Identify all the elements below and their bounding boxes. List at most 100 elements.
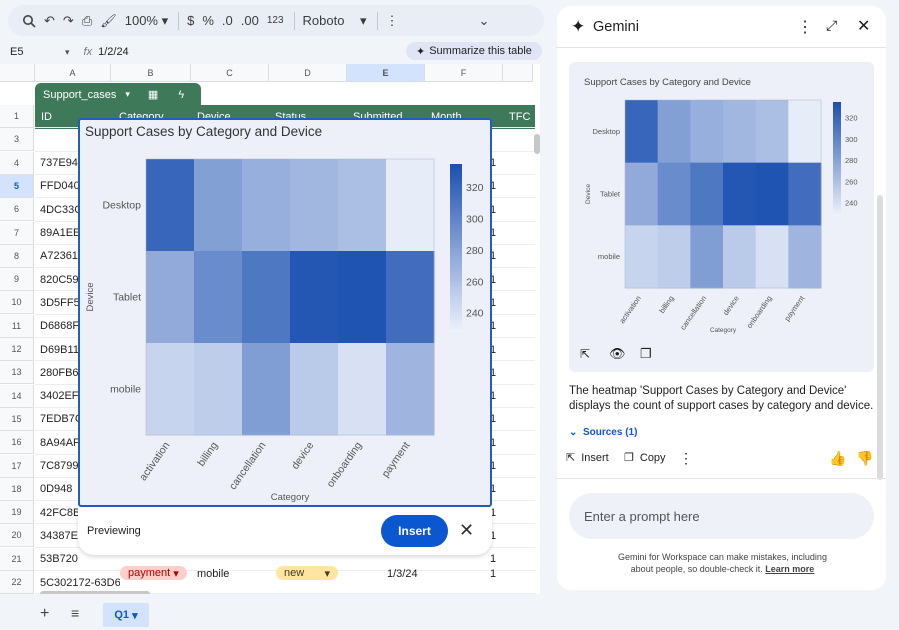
- id-cell[interactable]: 34387E: [40, 529, 78, 542]
- tfc-cell[interactable]: 1: [490, 436, 497, 449]
- id-cell[interactable]: 3402EF2: [40, 390, 80, 403]
- id-cell[interactable]: 280FB6: [40, 366, 79, 379]
- tfc-cell[interactable]: 1: [490, 529, 497, 542]
- tfc-cell[interactable]: 1: [490, 413, 497, 426]
- id-cell[interactable]: 4DC33C: [40, 203, 80, 216]
- panel-scrollbar[interactable]: [877, 195, 883, 480]
- id-cell[interactable]: D6868F: [40, 320, 80, 333]
- row-header[interactable]: 10: [0, 291, 34, 315]
- id-cell[interactable]: 8A94AF: [40, 436, 80, 449]
- tfc-cell[interactable]: 1: [490, 343, 497, 356]
- table-name-tab[interactable]: Support_cases ▾ ▦ ϟ: [35, 83, 201, 106]
- row-header[interactable]: 13: [0, 361, 34, 385]
- close-panel-icon[interactable]: ✕: [857, 18, 871, 35]
- device-cell[interactable]: mobile: [197, 567, 230, 580]
- print-icon[interactable]: ⎙: [81, 12, 93, 28]
- column-header-g[interactable]: [503, 64, 533, 82]
- id-cell[interactable]: 7C8799: [40, 460, 79, 472]
- column-header-b[interactable]: B: [111, 64, 191, 82]
- tfc-cell[interactable]: 1: [490, 460, 497, 472]
- expand-icon[interactable]: ⤢: [826, 17, 838, 33]
- search-icon[interactable]: [22, 9, 36, 33]
- column-header-d[interactable]: D: [269, 64, 347, 82]
- row-header[interactable]: 12: [0, 338, 34, 361]
- category-chip-cell[interactable]: payment ▾: [120, 563, 187, 581]
- header-id[interactable]: ID: [41, 111, 52, 123]
- row-header[interactable]: 6: [0, 198, 34, 222]
- row-header[interactable]: 19: [0, 501, 34, 525]
- chevron-down-icon[interactable]: ▾: [125, 89, 130, 99]
- id-cell[interactable]: D69B11: [40, 343, 79, 356]
- id-cell[interactable]: FFD040: [40, 180, 80, 193]
- summarize-table-button[interactable]: ✦ Summarize this table: [406, 42, 542, 60]
- insert-action[interactable]: ⇱ Insert: [566, 451, 609, 465]
- percent-button[interactable]: %: [202, 13, 214, 28]
- all-sheets-icon[interactable]: ≡: [71, 605, 80, 621]
- tfc-cell[interactable]: 1: [490, 390, 497, 403]
- column-header-c[interactable]: C: [191, 64, 269, 82]
- redo-icon[interactable]: ↷: [62, 12, 74, 28]
- status-chip[interactable]: new ▾: [276, 566, 338, 580]
- currency-button[interactable]: $: [187, 13, 195, 28]
- id-cell[interactable]: 53B720: [40, 553, 78, 566]
- tfc-cell[interactable]: 1: [490, 320, 497, 333]
- close-icon[interactable]: ✕: [459, 520, 475, 540]
- insert-chart-button[interactable]: Insert: [381, 515, 448, 547]
- number-format-button[interactable]: 123: [266, 15, 284, 26]
- row-header[interactable]: 3: [0, 128, 34, 152]
- tfc-cell[interactable]: 1: [490, 157, 497, 170]
- tfc-cell[interactable]: 1: [490, 553, 497, 566]
- row-header[interactable]: 4: [0, 151, 34, 175]
- prompt-input[interactable]: Enter a prompt here: [569, 493, 874, 539]
- row-header[interactable]: 22: [0, 571, 34, 594]
- copy-chart-icon[interactable]: ❐: [640, 346, 652, 361]
- column-header-f[interactable]: F: [425, 64, 503, 82]
- id-cell[interactable]: 737E948: [40, 157, 80, 170]
- thumbs-up-icon[interactable]: 👍: [829, 450, 847, 466]
- id-cell[interactable]: 0D948: [40, 483, 73, 496]
- decrease-decimal-button[interactable]: .0: [221, 13, 233, 28]
- chevron-down-icon[interactable]: ⌄: [478, 12, 490, 28]
- status-chip-cell[interactable]: new ▾: [276, 563, 338, 581]
- id-cell[interactable]: 89A1EE: [40, 227, 80, 239]
- open-chart-icon[interactable]: ⇱: [580, 347, 591, 361]
- increase-decimal-button[interactable]: .00: [240, 13, 259, 28]
- id-cell[interactable]: 7EDB7C: [40, 413, 80, 426]
- submitted-cell[interactable]: 1/3/24: [387, 567, 418, 580]
- tfc-cell[interactable]: 1: [490, 203, 497, 216]
- cell-reference[interactable]: E5: [10, 46, 24, 58]
- row-header[interactable]: 8: [0, 244, 34, 268]
- tfc-cell[interactable]: 1: [490, 227, 497, 239]
- column-header-a[interactable]: A: [35, 64, 111, 82]
- more-icon[interactable]: ⋮: [679, 450, 693, 466]
- row-header[interactable]: 21: [0, 547, 34, 571]
- row-header[interactable]: 1: [0, 105, 34, 128]
- sources-toggle[interactable]: ⌄ Sources (1): [569, 427, 637, 438]
- more-icon[interactable]: ⋮: [385, 12, 399, 28]
- row-header[interactable]: 14: [0, 384, 34, 408]
- id-cell[interactable]: 820C59: [40, 273, 79, 286]
- preview-eye-icon[interactable]: 👁: [609, 346, 626, 361]
- id-cell[interactable]: A723612: [40, 250, 80, 263]
- tfc-cell[interactable]: 1: [490, 506, 497, 519]
- formula-input[interactable]: 1/2/24: [98, 46, 129, 58]
- tfc-cell[interactable]: 1: [490, 366, 497, 379]
- lightning-icon[interactable]: ϟ: [178, 88, 185, 101]
- tfc-cell[interactable]: 1: [490, 483, 497, 496]
- chevron-down-icon[interactable]: ▾: [65, 46, 70, 57]
- header-tfc[interactable]: TFC: [509, 111, 531, 123]
- copy-action[interactable]: ❐ Copy: [624, 451, 666, 465]
- id-cell[interactable]: 42FC8B: [40, 506, 80, 519]
- zoom-select[interactable]: 100% ▾: [124, 12, 169, 29]
- category-chip[interactable]: payment ▾: [120, 566, 187, 580]
- tfc-cell[interactable]: 1: [490, 273, 497, 286]
- thumbs-down-icon[interactable]: 👎: [856, 450, 874, 466]
- font-select[interactable]: Roboto ▾: [302, 12, 367, 29]
- tfc-cell[interactable]: 1: [490, 250, 497, 263]
- row-header[interactable]: 5: [0, 174, 34, 198]
- undo-icon[interactable]: ↶: [44, 12, 55, 28]
- select-all-corner[interactable]: [0, 64, 35, 82]
- row-header[interactable]: 11: [0, 314, 34, 338]
- row-header[interactable]: 16: [0, 431, 34, 455]
- horizontal-scrollbar[interactable]: [40, 591, 150, 594]
